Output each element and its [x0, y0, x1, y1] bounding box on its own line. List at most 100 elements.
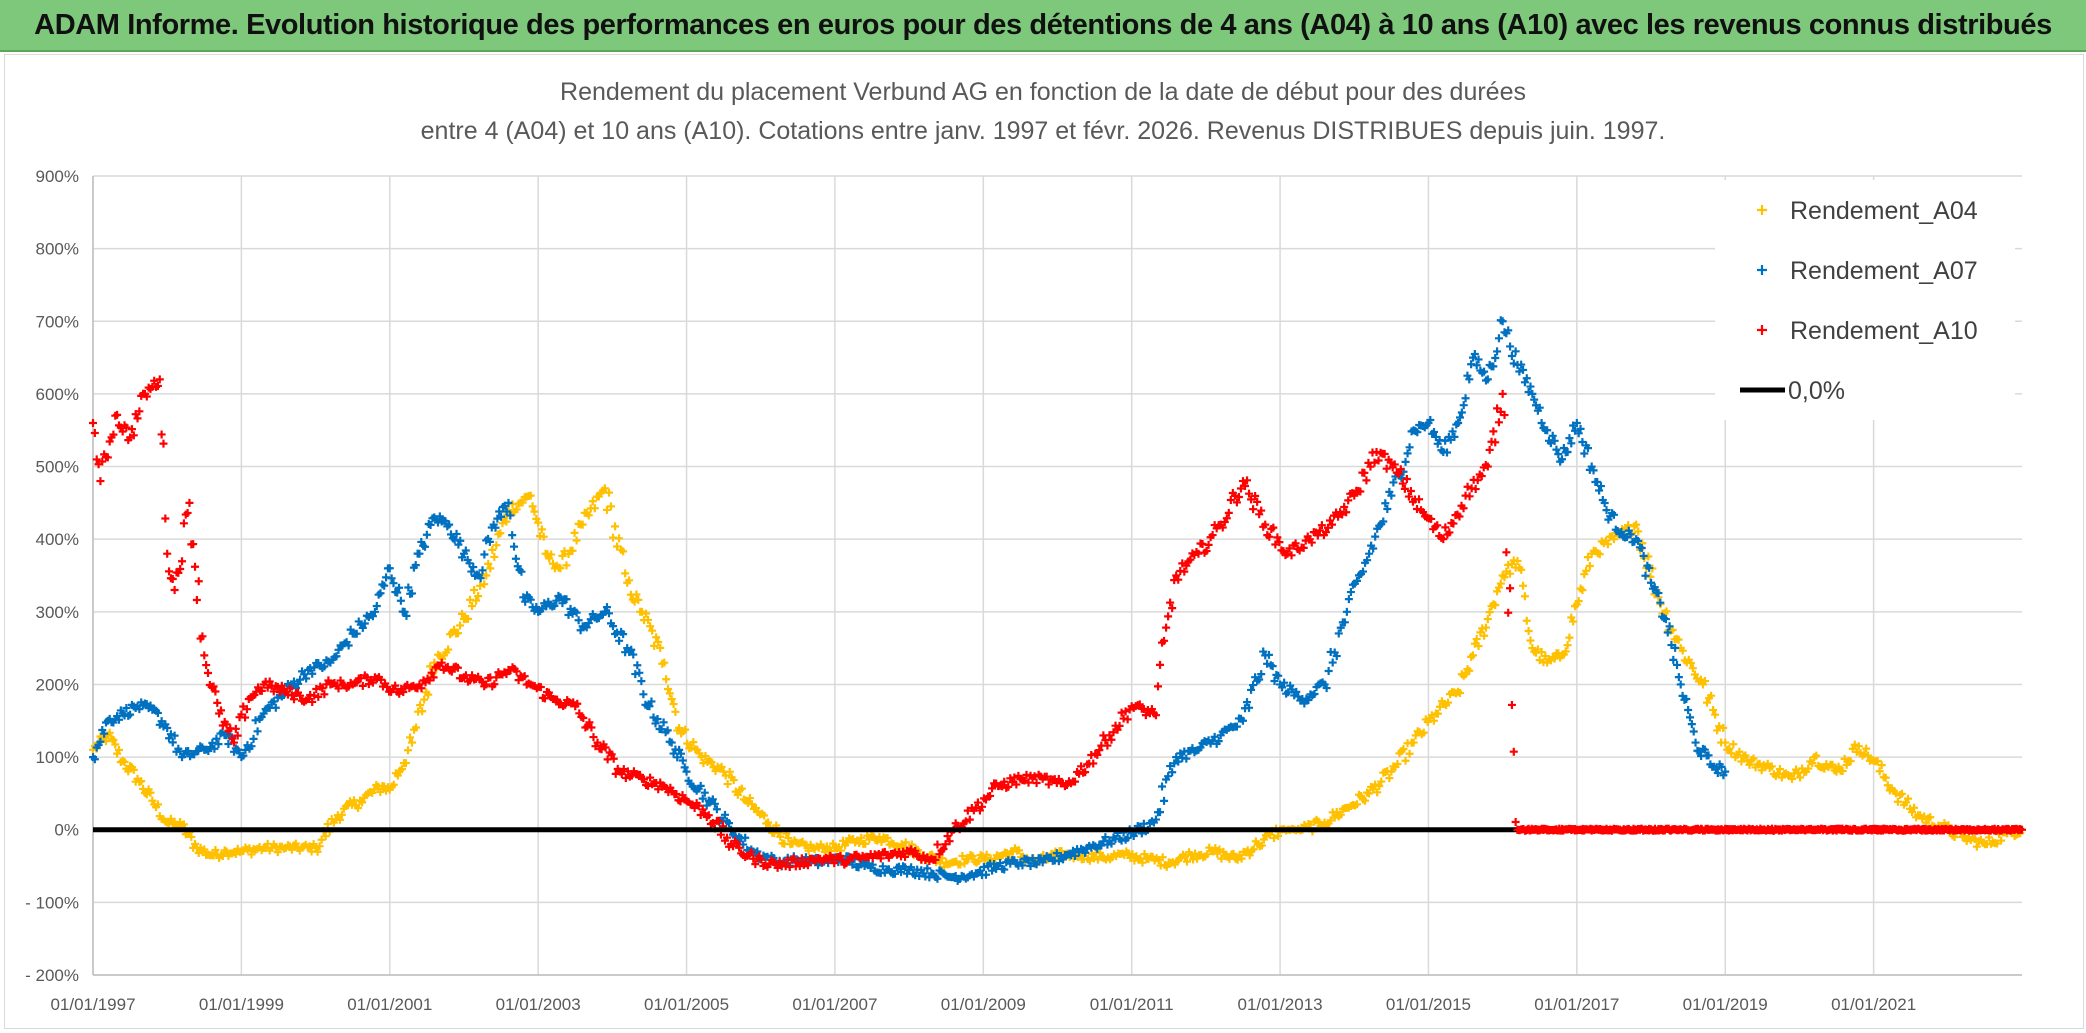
data-point — [1172, 571, 1181, 580]
scatter-point — [1303, 532, 1312, 541]
scatter-point — [528, 502, 537, 511]
scatter-point — [486, 564, 495, 573]
scatter-point — [488, 545, 497, 554]
scatter-point — [1596, 482, 1605, 491]
scatter-point — [940, 862, 949, 871]
scatter-point — [224, 740, 233, 749]
scatter-point — [907, 863, 916, 872]
scatter-point — [127, 425, 136, 434]
scatter-point — [687, 743, 696, 752]
scatter-point — [1455, 413, 1464, 422]
scatter-point — [220, 731, 229, 740]
scatter-point — [1838, 767, 1847, 776]
scatter-point — [453, 663, 462, 672]
scatter-point — [1689, 727, 1698, 736]
scatter-point — [168, 575, 177, 584]
data-point — [163, 549, 172, 558]
scatter-point — [743, 799, 752, 808]
scatter-point — [1162, 623, 1171, 632]
scatter-point — [636, 770, 644, 779]
scatter-point — [1873, 756, 1882, 765]
scatter-point — [1107, 735, 1116, 744]
scatter-point — [1274, 671, 1283, 680]
scatter-point — [698, 794, 707, 803]
scatter-point — [1465, 375, 1474, 384]
scatter-point — [308, 669, 317, 678]
scatter-point — [1729, 740, 1738, 749]
scatter-point — [1247, 495, 1256, 504]
scatter-point — [376, 589, 385, 598]
scatter-point — [129, 765, 138, 774]
scatter-point — [443, 522, 452, 531]
scatter-point — [1609, 510, 1618, 519]
scatter-point — [780, 839, 789, 848]
scatter-point — [1168, 768, 1177, 777]
scatter-point — [168, 738, 177, 747]
scatter-point — [939, 844, 948, 853]
scatter-point — [1340, 618, 1349, 627]
scatter-point — [241, 745, 250, 754]
scatter-point — [969, 872, 978, 881]
scatter-point — [179, 519, 188, 528]
scatter-point — [1449, 519, 1458, 528]
scatter-point — [1287, 551, 1296, 560]
scatter-point — [1178, 559, 1187, 568]
scatter-point — [1877, 761, 1886, 770]
scatter-point — [1711, 764, 1720, 773]
scatter-point — [511, 554, 520, 563]
scatter-point — [153, 381, 162, 390]
scatter-point — [200, 845, 209, 854]
scatter-point — [1561, 647, 1570, 656]
scatter-point — [406, 733, 415, 742]
scatter-point — [1554, 649, 1563, 658]
scatter-point — [90, 755, 99, 764]
scatter-point — [1570, 602, 1579, 611]
scatter-point — [1214, 521, 1223, 530]
scatter-point — [317, 835, 326, 844]
scatter-point — [344, 641, 353, 650]
scatter-point — [1663, 628, 1672, 637]
scatter-point — [634, 595, 643, 604]
scatter-point — [1322, 684, 1331, 693]
scatter-point — [1419, 728, 1428, 737]
scatter-point — [1473, 476, 1482, 485]
scatter-point — [1711, 710, 1720, 719]
scatter-point — [553, 695, 562, 704]
scatter-point — [153, 800, 162, 809]
scatter-point — [1081, 768, 1090, 777]
scatter-point — [1709, 706, 1718, 715]
scatter-point — [1607, 532, 1616, 541]
scatter-point — [539, 532, 548, 541]
scatter-point — [631, 670, 640, 679]
scatter-point — [584, 511, 593, 520]
scatter-point — [279, 686, 288, 695]
scatter-point — [296, 675, 305, 684]
scatter-point — [762, 819, 771, 828]
scatter-point — [398, 607, 407, 616]
scatter-point — [403, 746, 412, 755]
scatter-point — [597, 745, 606, 754]
scatter-point — [907, 845, 916, 854]
scatter-point — [257, 686, 266, 695]
scatter-point — [1128, 850, 1137, 859]
legend: Rendement_A04 Rendement_A07 Rendement_A10 0… — [1715, 180, 2015, 420]
scatter-point — [1507, 700, 1516, 709]
scatter-point — [1413, 428, 1422, 437]
scatter-point — [653, 714, 662, 723]
scatter-point — [574, 616, 583, 625]
scatter-point — [1241, 481, 1249, 490]
scatter-point — [717, 762, 726, 771]
scatter-point — [368, 678, 377, 687]
scatter-point — [1382, 464, 1391, 473]
scatter-point — [389, 579, 398, 588]
scatter-point — [1301, 536, 1310, 545]
scatter-point — [370, 785, 379, 794]
scatter-point — [1502, 548, 1511, 557]
scatter-point — [1842, 760, 1851, 769]
scatter-point — [602, 505, 611, 514]
scatter-point — [490, 680, 499, 689]
scatter-point — [1509, 747, 1518, 756]
scatter-point — [1804, 764, 1813, 773]
scatter-point — [696, 811, 705, 820]
scatter-point — [1678, 646, 1687, 655]
